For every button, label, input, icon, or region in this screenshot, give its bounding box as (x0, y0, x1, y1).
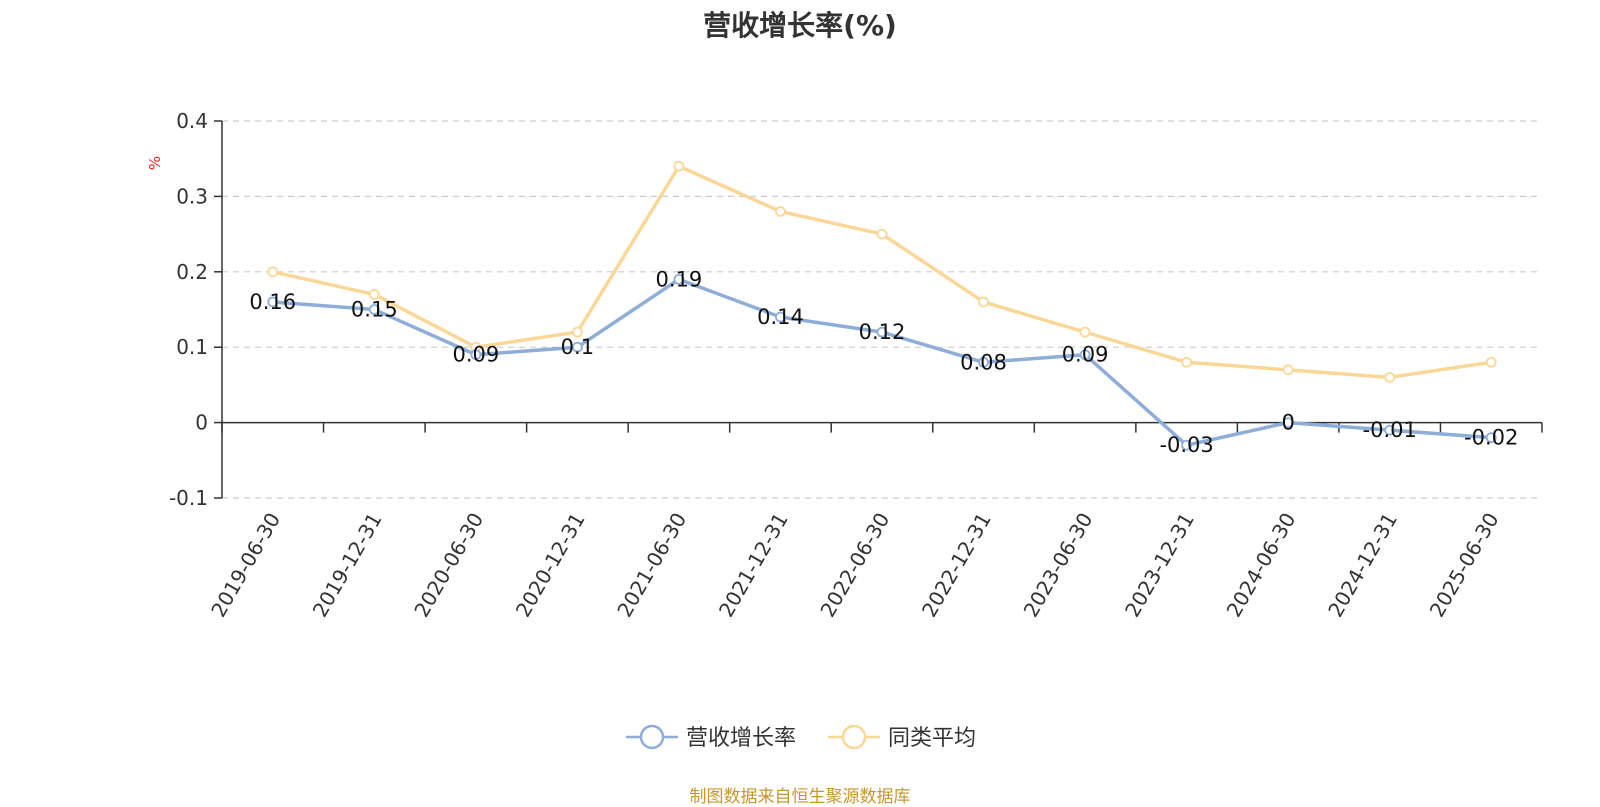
data-point (978, 296, 989, 308)
data-label: 0 (1281, 411, 1294, 435)
y-tick-label: 0.1 (176, 335, 208, 359)
data-point (267, 266, 279, 278)
data-point (1384, 424, 1396, 436)
data-point (673, 160, 685, 172)
data-point (1181, 356, 1193, 368)
data-point (470, 349, 482, 361)
data-label: 0.09 (452, 343, 499, 367)
y-tick-label: 0.3 (176, 184, 208, 208)
x-tick-label: 2023-06-30 (1019, 509, 1098, 622)
data-label: 0.19 (656, 267, 703, 291)
data-point (1079, 349, 1091, 361)
data-label: 0.16 (249, 290, 296, 314)
x-tick-label: 2021-06-30 (612, 509, 691, 622)
data-point (1485, 432, 1497, 444)
x-tick-label: 2024-06-30 (1222, 509, 1301, 622)
data-label: -0.01 (1363, 418, 1417, 442)
legend-label: 同类平均 (888, 726, 976, 751)
legend-swatch-marker (841, 724, 867, 750)
y-axis-unit-label: % (146, 156, 164, 170)
x-tick-label: 2022-12-31 (917, 509, 996, 622)
x-tick-label: 2022-06-30 (815, 509, 894, 622)
data-point (775, 206, 786, 217)
data-point (368, 289, 380, 300)
chart-title: 营收增长率(%) (703, 9, 897, 42)
data-label: 0.08 (960, 350, 1007, 374)
data-label: 0.1 (561, 335, 594, 359)
x-tick-label: 2021-12-31 (714, 509, 793, 622)
x-tick-label: 2020-12-31 (511, 509, 590, 622)
data-label: 0.15 (351, 298, 398, 322)
legend-swatch-marker (639, 724, 665, 750)
data-point (1384, 371, 1396, 383)
x-tick-label: 2023-12-31 (1120, 509, 1199, 622)
data-label: -0.03 (1159, 433, 1213, 457)
data-point (368, 304, 380, 315)
data-point (571, 341, 583, 353)
data-label: 0.14 (757, 305, 804, 329)
data-point (876, 228, 888, 240)
data-point (673, 273, 685, 285)
data-point (775, 311, 786, 323)
data-point (571, 326, 583, 338)
data-point (1485, 356, 1497, 368)
x-tick-label: 2020-06-30 (409, 509, 488, 622)
data-point (1282, 364, 1294, 376)
data-point (1282, 417, 1294, 429)
data-point (1079, 326, 1091, 338)
data-point (978, 356, 989, 368)
y-tick-label: -0.1 (169, 486, 208, 510)
x-tick-label: 2025-06-30 (1425, 509, 1504, 622)
data-source-note: 制图数据来自恒生聚源数据库 (689, 787, 911, 807)
data-label: 0.09 (1062, 343, 1109, 367)
x-tick-label: 2019-06-30 (206, 509, 285, 622)
data-point (1181, 439, 1193, 451)
data-label: 0.12 (859, 320, 906, 344)
y-tick-label: 0 (195, 411, 208, 435)
y-tick-label: 0.4 (176, 109, 208, 133)
x-tick-label: 2019-12-31 (308, 509, 387, 622)
data-point (267, 296, 279, 308)
legend-label: 营收增长率 (686, 726, 796, 751)
data-point (876, 326, 888, 338)
data-label: -0.02 (1464, 426, 1518, 450)
x-tick-label: 2024-12-31 (1323, 509, 1402, 622)
y-tick-label: 0.2 (176, 260, 208, 284)
